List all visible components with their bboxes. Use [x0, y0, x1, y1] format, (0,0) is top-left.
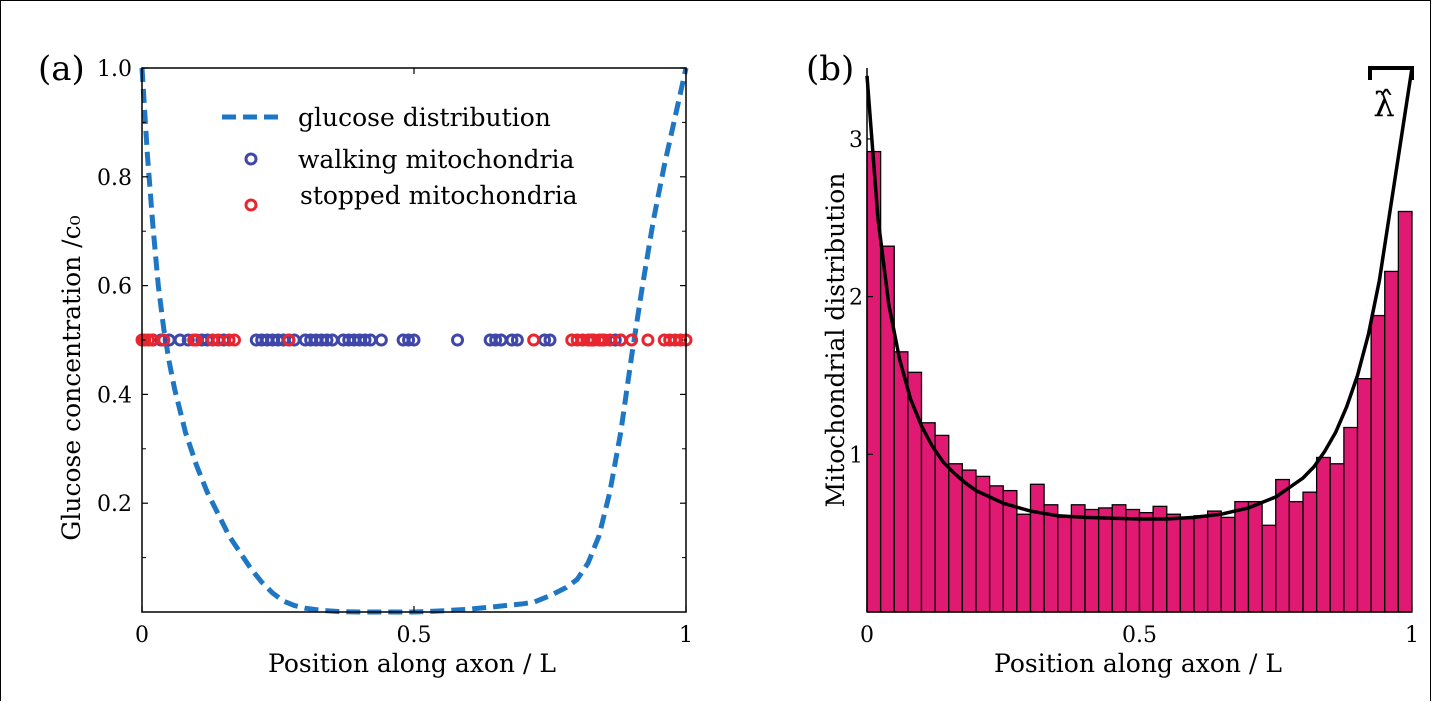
histogram-bar [1315, 456, 1331, 613]
histogram-bars-layer [866, 150, 1413, 613]
legend-glucose-label: glucose distribution [298, 103, 551, 132]
stopped-mitochondrion-marker [641, 333, 655, 347]
panel-a-tick-layer: 0 0.5 1 0.2 0.4 0.6 0.8 1.0 [97, 57, 693, 648]
histogram-bar [1384, 270, 1400, 613]
walking-mitochondrion-marker [320, 333, 334, 347]
histogram-bar [1356, 377, 1372, 613]
histogram-bar [1370, 314, 1386, 613]
panel-b-x-axis-label: Position along axon / L [994, 649, 1282, 678]
histogram-bar [1220, 516, 1236, 613]
x-tick-label: 0 [860, 623, 874, 648]
histogram-bar [893, 351, 909, 613]
panel-a-legend: glucose distribution walking mitochondri… [222, 103, 578, 212]
histogram-bar [961, 469, 977, 613]
panel-b-y-axis-label: Mitochondrial distribution [821, 173, 850, 508]
panel-b-label: (b) [806, 49, 854, 89]
walking-mitochondrion-marker [505, 333, 519, 347]
stopped-mitochondrion-marker [527, 333, 541, 347]
y-tick-label: 0.6 [97, 275, 132, 300]
legend-stopped-swatch [244, 198, 258, 212]
walking-mitochondrion-marker [543, 333, 557, 347]
panel-a-glucose-chart: 0 0.5 1 0.2 0.4 0.6 0.8 1.0 (a) Position along … [38, 49, 693, 678]
histogram-bar [988, 485, 1004, 613]
walking-mitochondrion-marker [181, 333, 195, 347]
lambda-hat-annotation: λ̂ [1368, 66, 1414, 125]
histogram-bar [920, 422, 936, 613]
histogram-bar [1016, 513, 1032, 613]
walking-mitochondrion-marker [451, 333, 465, 347]
walking-mitochondria-marker-layer [146, 333, 628, 347]
histogram-bar [1166, 513, 1182, 613]
histogram-bar [1179, 516, 1195, 613]
legend-walking-label: walking mitochondria [298, 145, 574, 174]
histogram-bar [1057, 516, 1073, 613]
glucose-distribution-line-layer [139, 67, 689, 615]
histogram-bar [1261, 524, 1277, 613]
histogram-bar [1002, 489, 1018, 613]
histogram-bar [1397, 210, 1413, 613]
stopped-mitochondria-marker-layer [135, 333, 693, 347]
lambda-hat-label: λ̂ [1373, 85, 1395, 125]
x-tick-label: 1 [679, 623, 693, 648]
stopped-mitochondrion-marker [625, 333, 639, 347]
walking-mitochondrion-marker [407, 333, 421, 347]
histogram-bar [1111, 504, 1127, 613]
walking-mitochondrion-marker [489, 333, 503, 347]
y-tick-label: 0.4 [97, 383, 132, 408]
stopped-mitochondrion-marker [157, 333, 171, 347]
panel-a-y-axis-label: Glucose concentration /c₀ [57, 215, 86, 540]
x-tick-label: 0.5 [1122, 623, 1157, 648]
stopped-mitochondrion-marker [282, 333, 296, 347]
walking-mitochondrion-marker [358, 333, 372, 347]
histogram-bar [1288, 500, 1304, 613]
y-tick-label: 1 [849, 443, 863, 468]
walking-mitochondrion-marker [374, 333, 388, 347]
histogram-bar [1152, 505, 1168, 613]
legend-stopped-label: stopped mitochondria [300, 181, 578, 210]
histogram-bar [1070, 504, 1086, 613]
legend-walking-swatch [244, 152, 258, 166]
histogram-bar [1084, 508, 1100, 613]
y-tick-label: 2 [849, 286, 863, 311]
histogram-bar [1097, 507, 1113, 613]
x-tick-label: 0.5 [397, 623, 432, 648]
panel-a-label: (a) [38, 49, 85, 89]
lambda-hat-bracket [1368, 66, 1414, 80]
stopped-mitochondrion-marker [597, 333, 611, 347]
histogram-bar [1329, 463, 1345, 613]
histogram-bar [1343, 426, 1359, 613]
walking-mitochondrion-marker [402, 333, 416, 347]
histogram-bar [1125, 508, 1141, 613]
histogram-bar [1138, 512, 1154, 613]
histogram-bar [948, 463, 964, 613]
histogram-bar [1247, 500, 1263, 613]
fit-curve-layer [865, 67, 1414, 521]
histogram-bar [1302, 491, 1318, 613]
histogram-bar [1029, 483, 1045, 613]
stopped-mitochondrion-marker [189, 333, 203, 347]
stopped-mitochondrion-marker [206, 333, 220, 347]
x-tick-label: 0 [135, 623, 149, 648]
panel-b-tick-layer: 0 0.5 1 1 2 3 [849, 128, 1419, 648]
histogram-bar [1193, 515, 1209, 613]
y-tick-label: 0.2 [97, 492, 132, 517]
stopped-mitochondrion-marker [227, 333, 241, 347]
y-tick-label: 0.8 [97, 166, 132, 191]
panel-a-x-axis-label: Position along axon / L [268, 649, 556, 678]
histogram-bar [1234, 500, 1250, 613]
y-tick-label: 3 [849, 128, 863, 153]
walking-mitochondrion-marker [510, 333, 524, 347]
histogram-bar [1043, 504, 1059, 613]
glucose-distribution-line [139, 67, 689, 615]
x-tick-label: 1 [1405, 623, 1419, 648]
histogram-bar [1206, 510, 1222, 613]
walking-mitochondrion-marker [173, 333, 187, 347]
y-tick-label: 1.0 [97, 57, 132, 82]
fit-curve-line [865, 67, 1414, 521]
histogram-bar [1275, 478, 1291, 613]
stopped-mitochondrion-marker [222, 333, 236, 347]
